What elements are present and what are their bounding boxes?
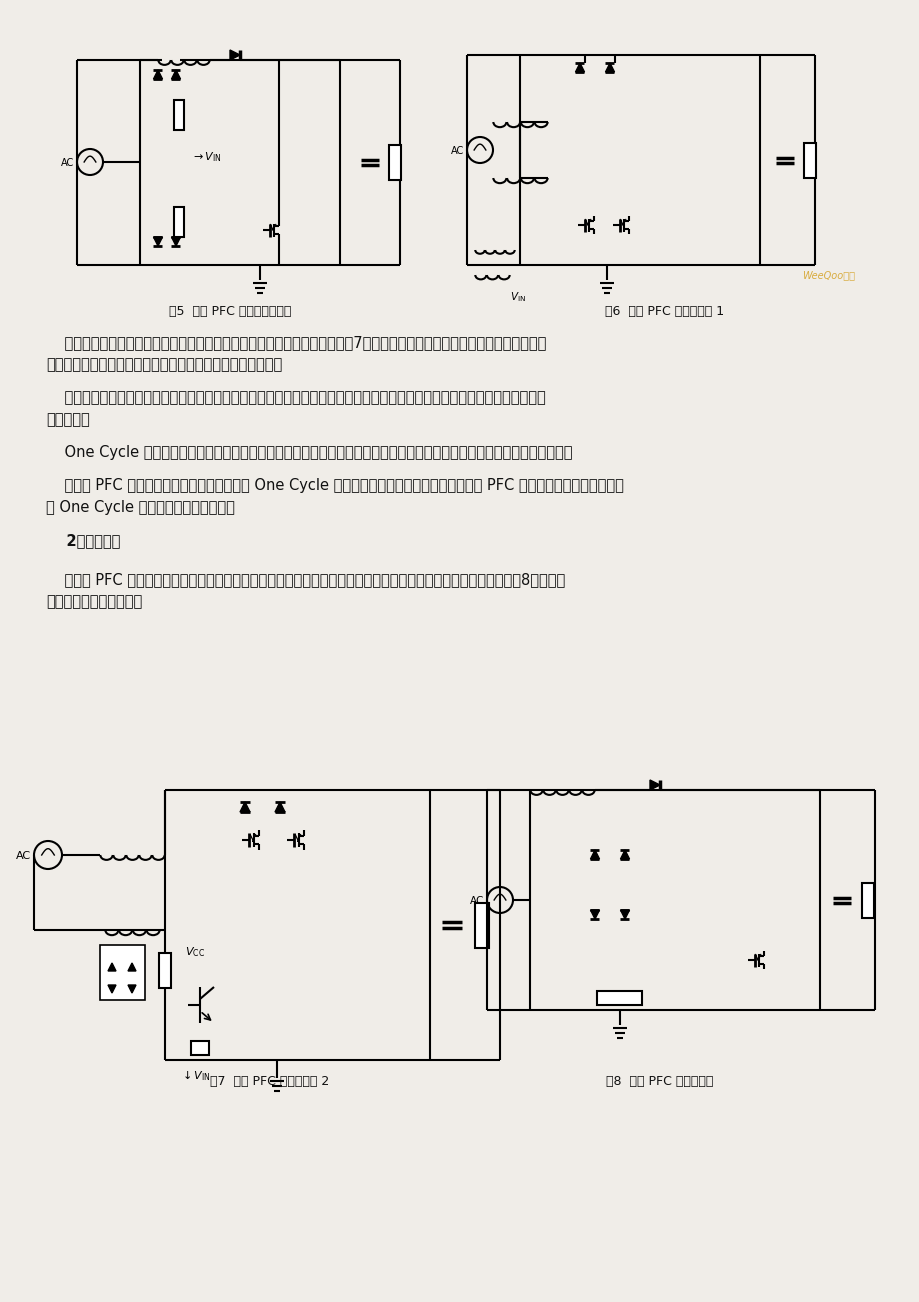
Polygon shape [590,850,599,859]
Text: 普通的 PFC 电路，电压检测简单，从而造成 One Cycle 控制技术的优点不是很明显。无整流桥 PFC 电路，其电压检测复杂，因: 普通的 PFC 电路，电压检测简单，从而造成 One Cycle 控制技术的优点… [46,478,623,493]
Bar [803,142,815,177]
Polygon shape [590,910,599,919]
Text: 于电流检测不需要隔离。: 于电流检测不需要隔离。 [46,595,142,609]
Text: 也很庞大。: 也很庞大。 [46,411,90,427]
Text: 图7  无桥 PFC 的电压检测 2: 图7 无桥 PFC 的电压检测 2 [210,1075,329,1088]
Polygon shape [619,850,629,859]
Text: 图8  传统 PFC 的电流检测: 图8 传统 PFC 的电流检测 [606,1075,713,1088]
Polygon shape [650,780,659,790]
Text: AC: AC [61,158,74,168]
Bar [389,145,401,180]
Polygon shape [240,802,250,812]
Text: One Cycle 控制技术已相当成熟，它是通过峰值电感电流和电压环的输出电压共同作用，从而没有必要作输入电压的检测。: One Cycle 控制技术已相当成熟，它是通过峰值电感电流和电压环的输出电压共… [46,445,572,460]
Text: AC: AC [16,852,31,861]
Bar [191,1042,209,1055]
Polygon shape [153,70,163,79]
Bar [159,953,171,987]
Text: 图5  传统 PFC 的输入电压检测: 图5 传统 PFC 的输入电压检测 [168,305,291,318]
Text: WeeQoo推库: WeeQoo推库 [801,270,854,280]
Polygon shape [108,963,116,971]
Polygon shape [605,62,614,72]
Bar [174,207,184,237]
Text: AC: AC [469,896,483,906]
Text: $V_{\rm CC}$: $V_{\rm CC}$ [185,945,205,958]
Text: 此 One Cycle 控制技术优势更加明显。: 此 One Cycle 控制技术优势更加明显。 [46,500,234,516]
Polygon shape [171,237,180,246]
Bar [596,991,641,1005]
Polygon shape [171,70,180,79]
Bar [174,100,184,130]
Bar [474,902,489,948]
Polygon shape [128,963,136,971]
Text: 的电压，宽电流范围的高线性光耦器件并不实际也更加复杂。: 的电压，宽电流范围的高线性光耦器件并不实际也更加复杂。 [46,357,282,372]
Polygon shape [575,62,584,72]
Text: 图6  无桥 PFC 的电压检测 1: 图6 无桥 PFC 的电压检测 1 [605,305,724,318]
Text: $V_{\rm IN}$: $V_{\rm IN}$ [509,290,526,303]
Text: AC: AC [450,146,463,156]
Polygon shape [128,986,136,993]
Polygon shape [619,910,629,919]
Text: $\downarrow V_{\rm IN}$: $\downarrow V_{\rm IN}$ [179,1068,210,1083]
Polygon shape [153,237,163,246]
Text: 2、电流检测: 2、电流检测 [46,533,120,548]
Text: $\rightarrow V_{\rm IN}$: $\rightarrow V_{\rm IN}$ [191,151,221,164]
Text: 对于平均电流型控制，电感电流作为基准是基于被检测的输入电压，输入电压检测是很有必要的，但相应的成本很高，变换器: 对于平均电流型控制，电感电流作为基准是基于被检测的输入电压，输入电压检测是很有必… [46,391,545,405]
Polygon shape [275,802,285,812]
Bar [861,883,873,918]
Bar [100,945,145,1000]
Text: 作为电压检测，光耦器件检测也是一种好方法，因为它具有隔离特性，如图7所示。与普通分压检测相比，为了获得较低畸变: 作为电压检测，光耦器件检测也是一种好方法，因为它具有隔离特性，如图7所示。与普通… [46,335,546,350]
Text: 传统的 PFC 电路，电感电流检测很简单。在电感电流回路放置一个分流电阻，利用共地控制来检测电感电流，如图8所示，对: 传统的 PFC 电路，电感电流检测很简单。在电感电流回路放置一个分流电阻，利用共… [46,573,564,587]
Polygon shape [230,49,240,60]
Polygon shape [108,986,116,993]
